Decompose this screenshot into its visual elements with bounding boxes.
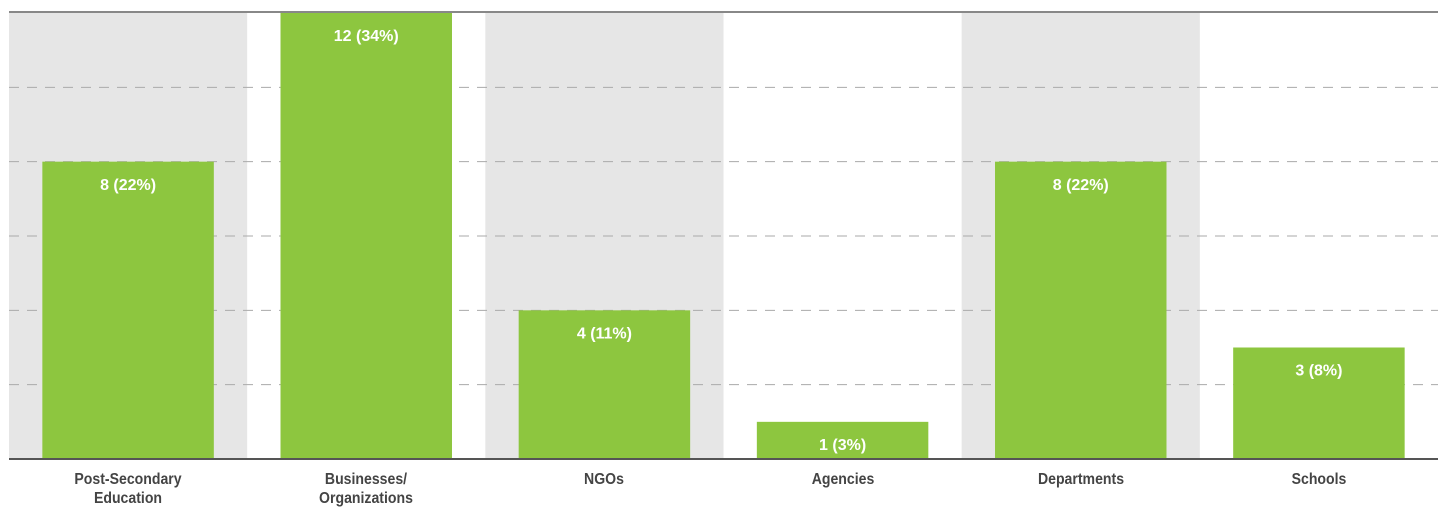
bar [1233, 347, 1405, 459]
x-tick-label: Businesses/ Organizations [319, 471, 414, 507]
value-label: 4 (11%) [577, 326, 632, 343]
x-tick-label: Agencies [811, 471, 874, 488]
value-label: 3 (8%) [1295, 363, 1342, 380]
bar [995, 161, 1167, 459]
value-label: 8 (22%) [100, 177, 156, 194]
x-tick-label: NGOs [584, 471, 625, 488]
value-label: 1 (3%) [819, 437, 866, 454]
bar [42, 161, 214, 459]
bar [756, 421, 929, 459]
x-tick-label: Departments [1037, 471, 1124, 488]
x-tick-label: Schools [1291, 471, 1347, 488]
bar [518, 310, 691, 459]
value-label: 12 (34%) [334, 28, 399, 45]
bar [280, 13, 452, 459]
value-label: 8 (22%) [1053, 177, 1109, 194]
x-tick-label: Post-Secondary Education [74, 471, 182, 507]
